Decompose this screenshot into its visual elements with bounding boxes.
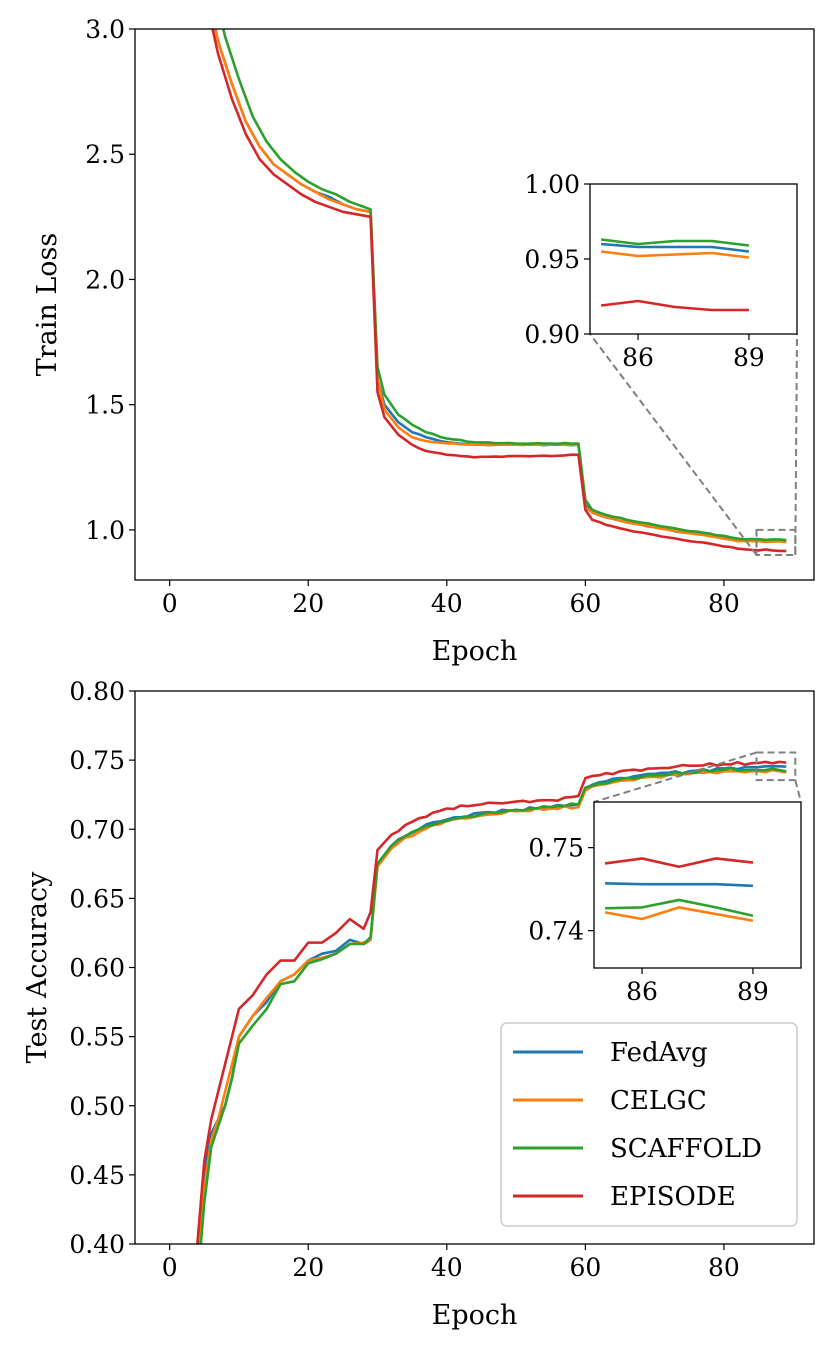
- chart2-inset-series: [604, 857, 754, 922]
- legend-label-fedavg: FedAvg: [610, 1038, 708, 1068]
- chart2-y-tick-label: 0.50: [69, 1092, 125, 1121]
- chart1-inset-frame: [589, 183, 798, 335]
- legend-frame: [500, 1022, 798, 1227]
- chart2-y-tick-label: 0.75: [69, 746, 125, 775]
- chart1-plot-frame: [134, 28, 815, 581]
- chart2-x-tick-label: 60: [569, 1253, 601, 1282]
- chart1-inset-x-tick-label: 89: [733, 343, 765, 372]
- chart1-x-tick-label: 80: [708, 589, 740, 618]
- chart2-y-tick-label: 0.55: [69, 1023, 125, 1052]
- chart2-y-tick-label: 0.70: [69, 815, 125, 844]
- chart2-y-tick-label: 0.65: [69, 884, 125, 913]
- chart2-x-tick-label: 0: [162, 1253, 178, 1282]
- chart2-inset-y-tick-label: 0.75: [528, 834, 584, 863]
- chart1-y-tick-label: 2.5: [85, 140, 125, 169]
- chart1-inset-y-tick-label: 0.95: [524, 245, 580, 274]
- chart1-x-tick-label: 60: [569, 589, 601, 618]
- chart1-line-episode: [211, 29, 787, 553]
- chart2-y-tick-label: 0.60: [69, 954, 125, 983]
- chart1-y-axis-label: Train Loss: [32, 233, 63, 377]
- chart2-y-tick-label: 0.40: [69, 1230, 125, 1259]
- chart1-inset-line-scaffold: [600, 238, 750, 247]
- chart2-line-episode: [196, 760, 787, 1244]
- chart2-inset-line-episode: [604, 857, 754, 869]
- chart2-zoom-connector: [794, 779, 802, 803]
- chart1-inset-series: [600, 238, 750, 312]
- chart1-line-scaffold: [221, 29, 787, 542]
- chart1-zoom-box: [755, 528, 797, 556]
- chart2-y-axis-label: Test Accuracy: [22, 871, 53, 1063]
- chart1-inset-line-episode: [600, 299, 749, 312]
- chart1-inset-y-tick-label: 1.00: [524, 170, 580, 199]
- chart2-x-tick-label: 40: [431, 1253, 463, 1282]
- chart2-x-axis-label: Epoch: [432, 1300, 518, 1331]
- chart1-x-tick-label: 40: [431, 589, 463, 618]
- chart2-inset-y-tick-label: 0.74: [528, 917, 584, 946]
- chart1-series: [211, 29, 787, 553]
- chart1-zoom-connector: [589, 333, 758, 556]
- chart2-axes: 0 20 40 60 80 0.40 0.45 0.50 0.55 0.60 0.65 0.70 0.7…: [69, 677, 740, 1282]
- legend-label-celgc: CELGC: [610, 1086, 707, 1116]
- legend-label-scaffold: SCAFFOLD: [610, 1134, 762, 1164]
- chart2-plot-frame: [134, 690, 815, 1245]
- chart2-inset-frame: [593, 801, 802, 969]
- chart2-inset-axes: 86 89 0.74 0.75: [528, 834, 769, 1006]
- chart2-inset-x-tick-label: 86: [626, 977, 658, 1006]
- chart1-inset-x-tick-label: 86: [622, 343, 654, 372]
- chart2-inset-line-celgc: [604, 906, 754, 922]
- chart2-legend: FedAvg CELGC SCAFFOLD EPISODE: [500, 1022, 798, 1227]
- chart1-inset-line-celgc: [600, 250, 750, 259]
- chart1-zoom-indicator: [589, 333, 798, 556]
- chart1-inset-axes: 86 89 0.90 0.95 1.00: [524, 170, 765, 372]
- chart2-x-tick-label: 20: [292, 1253, 324, 1282]
- chart2-inset-x-tick-label: 89: [737, 977, 769, 1006]
- chart1-x-tick-label: 0: [162, 589, 178, 618]
- chart1-axes: 0 20 40 60 80 1.0 1.5 2.0 2.5 3.0: [85, 15, 740, 618]
- chart2-inset-line-scaffold: [605, 898, 754, 917]
- chart1-x-tick-label: 20: [292, 589, 324, 618]
- chart2-zoom-connector: [593, 751, 757, 803]
- chart2-y-tick-label: 0.80: [69, 677, 125, 706]
- chart2-inset-line-fedavg: [605, 882, 754, 888]
- chart2-x-tick-label: 80: [708, 1253, 740, 1282]
- chart1-x-axis-label: Epoch: [432, 636, 518, 667]
- chart1-y-tick-label: 3.0: [85, 15, 125, 44]
- chart1-inset-background: [590, 184, 797, 334]
- chart1-line-celgc: [214, 29, 787, 544]
- chart1-inset-y-tick-label: 0.90: [524, 320, 580, 349]
- chart1-y-tick-label: 1.5: [85, 391, 125, 420]
- chart2-zoom-indicator: [593, 751, 802, 803]
- chart1-y-tick-label: 2.0: [85, 265, 125, 294]
- legend-label-episode: EPISODE: [610, 1182, 736, 1212]
- chart1-zoom-connector: [794, 333, 798, 555]
- chart1-y-tick-label: 1.0: [85, 516, 125, 545]
- chart1-inset-line-fedavg: [600, 242, 750, 253]
- chart2-y-tick-label: 0.45: [69, 1161, 125, 1190]
